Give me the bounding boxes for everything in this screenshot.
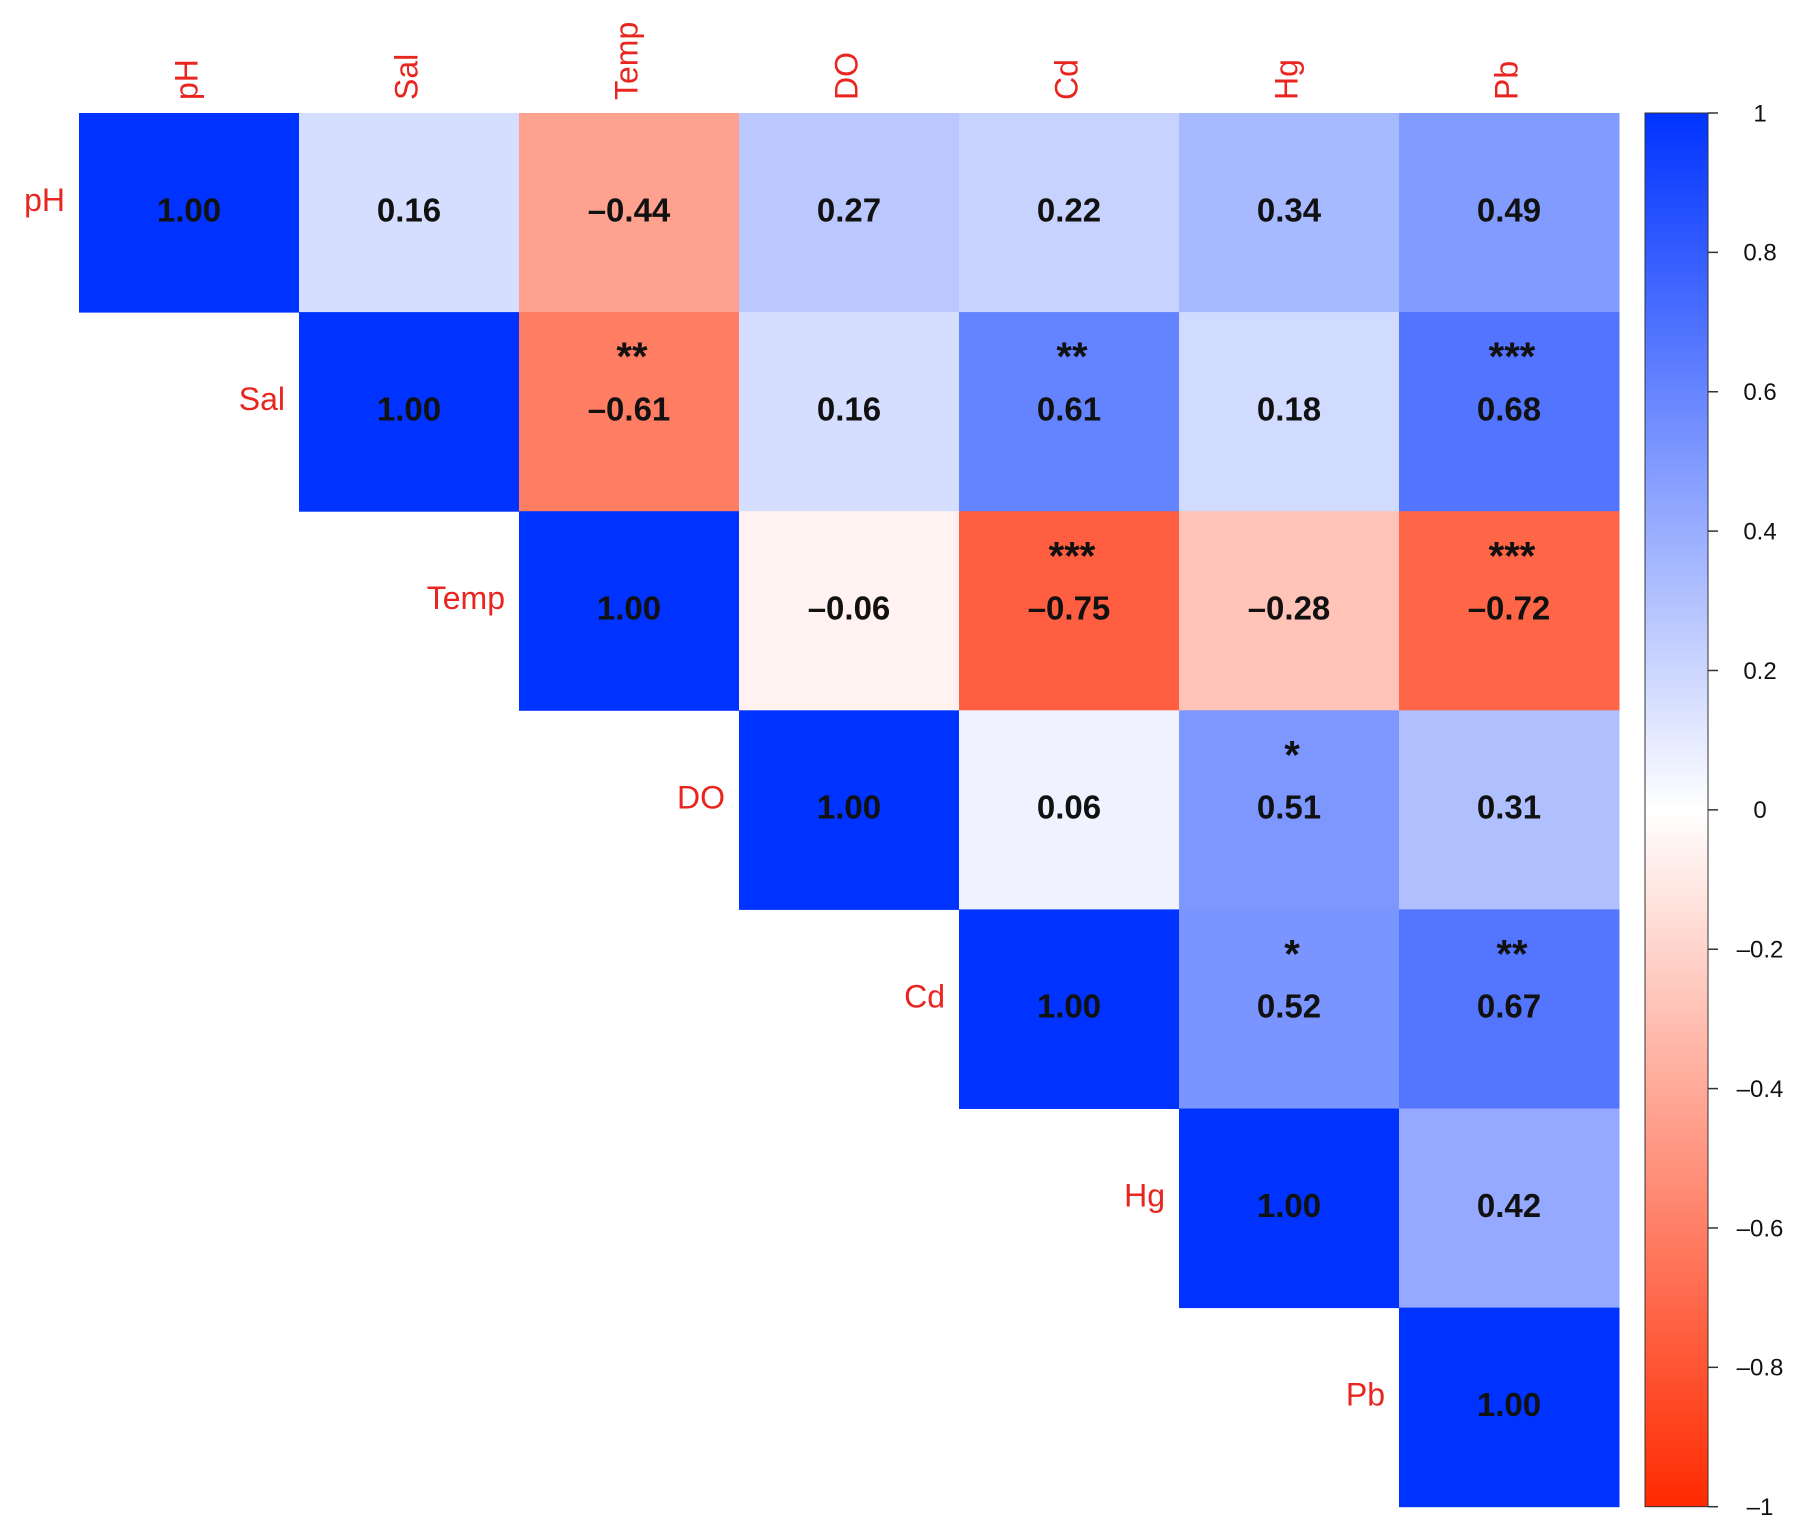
value-label: 1.00 <box>597 589 661 626</box>
value-label: 1.00 <box>157 191 221 228</box>
colorbar-tick-label: 1 <box>1753 100 1766 127</box>
value-label: 0.16 <box>377 191 441 228</box>
colorbar-tick-label: 0.2 <box>1743 658 1776 685</box>
heatmap-cell <box>1399 1108 1620 1309</box>
heatmap-cell <box>1399 1307 1620 1508</box>
column-label: Pb <box>1488 61 1524 100</box>
heatmap-cell <box>1179 312 1400 512</box>
row-label: Hg <box>1124 1178 1165 1214</box>
significance-stars: *** <box>1489 335 1536 379</box>
value-label: 0.06 <box>1037 789 1101 826</box>
row-label: pH <box>24 182 65 218</box>
row-label: Pb <box>1346 1377 1385 1413</box>
colorbar-tick-label: 0.6 <box>1743 379 1776 406</box>
value-label: 1.00 <box>817 789 881 826</box>
value-label: –0.44 <box>588 191 671 228</box>
value-label: 0.51 <box>1257 789 1321 826</box>
heatmap-cell <box>959 113 1180 313</box>
significance-stars: ** <box>1496 933 1528 977</box>
value-label: 0.22 <box>1037 191 1101 228</box>
heatmap-cell <box>519 113 740 313</box>
colorbar <box>1644 112 1709 1508</box>
value-label: 0.34 <box>1257 191 1322 228</box>
significance-stars: ** <box>1056 335 1088 379</box>
value-label: 1.00 <box>377 390 441 427</box>
column-label: DO <box>828 52 864 100</box>
value-label: 0.61 <box>1037 390 1101 427</box>
heatmap-cell <box>1179 1108 1400 1309</box>
colorbar-tick-label: –1 <box>1747 1494 1774 1521</box>
heatmap-cell <box>739 710 960 910</box>
colorbar-tick-label: 0 <box>1753 797 1766 824</box>
heatmap-cell <box>1399 710 1620 910</box>
significance-stars: *** <box>1489 534 1536 578</box>
heatmap-cell <box>519 312 740 512</box>
value-label: 1.00 <box>1257 1187 1321 1224</box>
heatmap-cell <box>739 312 960 512</box>
significance-stars: *** <box>1049 534 1096 578</box>
value-label: 0.49 <box>1477 191 1541 228</box>
heatmap-cell <box>739 113 960 313</box>
column-label: Sal <box>388 54 424 100</box>
heatmap-cell <box>1399 312 1620 512</box>
value-label: –0.28 <box>1248 589 1331 626</box>
colorbar-tick-label: 0.8 <box>1743 240 1776 267</box>
value-label: –0.61 <box>588 390 671 427</box>
heatmap-cell <box>1179 511 1400 711</box>
heatmap-cell <box>299 312 520 512</box>
heatmap-cell <box>79 113 300 313</box>
colorbar-tick-label: –0.2 <box>1737 937 1784 964</box>
column-label: Hg <box>1268 59 1304 100</box>
heatmap-cell <box>1179 909 1400 1109</box>
significance-stars: ** <box>616 335 648 379</box>
value-label: 0.67 <box>1477 988 1541 1025</box>
value-label: 1.00 <box>1037 988 1101 1025</box>
colorbar-tick-label: –0.6 <box>1737 1215 1784 1242</box>
column-label: Cd <box>1048 59 1084 100</box>
value-label: 0.68 <box>1477 390 1541 427</box>
colorbar-tick-label: –0.4 <box>1737 1076 1784 1103</box>
heatmap-cell <box>959 909 1180 1109</box>
row-label: Cd <box>904 978 945 1014</box>
value-label: 0.42 <box>1477 1187 1541 1224</box>
value-label: 0.16 <box>817 390 881 427</box>
value-label: –0.72 <box>1468 589 1551 626</box>
heatmap-cell <box>959 710 1180 910</box>
value-label: –0.75 <box>1028 589 1111 626</box>
heatmap-cell <box>1179 710 1400 910</box>
heatmap-cell <box>959 511 1180 711</box>
row-label: DO <box>677 779 725 815</box>
heatmap-cell <box>739 511 960 711</box>
colorbar-tick-label: –0.8 <box>1737 1355 1784 1382</box>
heatmap-cell <box>519 511 740 711</box>
significance-stars: * <box>1284 933 1300 977</box>
value-label: –0.06 <box>808 589 891 626</box>
column-label: Temp <box>608 22 644 100</box>
column-label: pH <box>168 59 204 100</box>
row-label: Temp <box>427 580 505 616</box>
value-label: 0.52 <box>1257 988 1321 1025</box>
colorbar-tick-label: 0.4 <box>1743 518 1776 545</box>
heatmap-cell <box>1399 113 1620 313</box>
heatmap-cell <box>299 113 520 313</box>
value-label: 0.18 <box>1257 390 1321 427</box>
row-label: Sal <box>239 381 285 417</box>
heatmap-cell <box>1179 113 1400 313</box>
heatmap-cell <box>959 312 1180 512</box>
value-label: 1.00 <box>1477 1386 1541 1423</box>
significance-stars: * <box>1284 733 1300 777</box>
heatmap-cell <box>1399 511 1620 711</box>
value-label: 0.31 <box>1477 789 1541 826</box>
heatmap-cell <box>1399 909 1620 1109</box>
value-label: 0.27 <box>817 191 881 228</box>
